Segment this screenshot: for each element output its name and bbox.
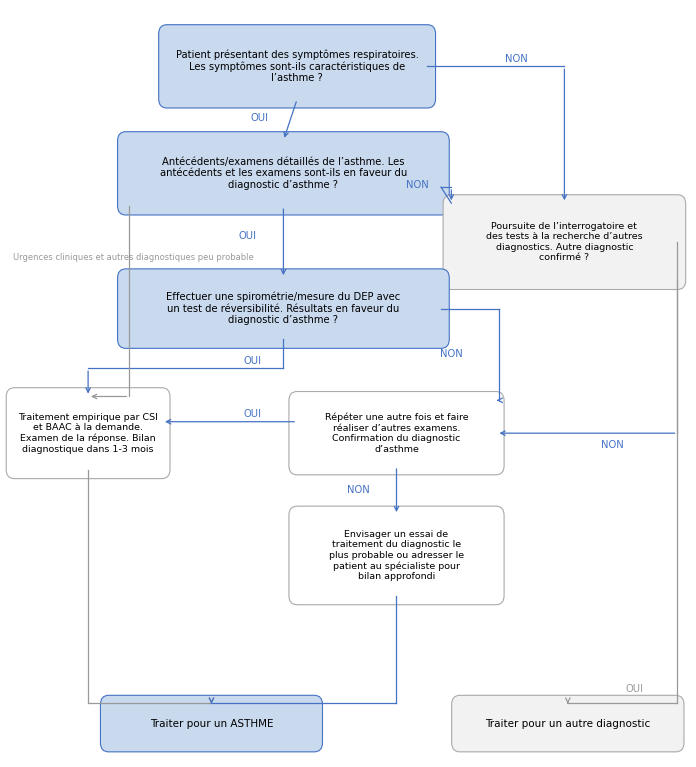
FancyBboxPatch shape: [159, 25, 436, 108]
Text: Traitement empirique par CSI
et BAAC à la demande.
Examen de la réponse. Bilan
d: Traitement empirique par CSI et BAAC à l…: [18, 413, 158, 453]
FancyBboxPatch shape: [118, 132, 450, 215]
Text: Patient présentant des symptômes respiratoires.
Les symptômes sont-ils caractéri: Patient présentant des symptômes respira…: [175, 49, 418, 84]
Text: NON: NON: [347, 486, 370, 495]
Text: NON: NON: [505, 54, 528, 64]
Text: Traiter pour un ASTHME: Traiter pour un ASTHME: [150, 719, 274, 729]
Text: NON: NON: [406, 179, 429, 189]
Text: Envisager un essai de
traitement du diagnostic le
plus probable ou adresser le
p: Envisager un essai de traitement du diag…: [329, 530, 464, 581]
Text: Urgences cliniques et autres diagnostiques peu probable: Urgences cliniques et autres diagnostiqu…: [13, 253, 253, 262]
Text: Antécédents/examens détaillés de l’asthme. Les
antécédents et les examens sont-i: Antécédents/examens détaillés de l’asthm…: [160, 156, 407, 190]
Text: Poursuite de l’interrogatoire et
des tests à la recherche d’autres
diagnostics. : Poursuite de l’interrogatoire et des tes…: [486, 222, 642, 262]
Text: Traiter pour un autre diagnostic: Traiter pour un autre diagnostic: [485, 719, 651, 729]
Text: Effectuer une spirométrie/mesure du DEP avec
un test de réversibilité. Résultats: Effectuer une spirométrie/mesure du DEP …: [166, 291, 400, 325]
FancyBboxPatch shape: [118, 269, 450, 348]
FancyBboxPatch shape: [6, 387, 170, 479]
Text: Répéter une autre fois et faire
réaliser d’autres examens.
Confirmation du diagn: Répéter une autre fois et faire réaliser…: [325, 413, 468, 453]
FancyBboxPatch shape: [100, 696, 322, 752]
Text: OUI: OUI: [238, 231, 256, 241]
Text: OUI: OUI: [244, 409, 262, 419]
FancyBboxPatch shape: [289, 506, 504, 604]
Text: NON: NON: [601, 439, 624, 449]
FancyBboxPatch shape: [452, 696, 684, 752]
Text: NON: NON: [440, 350, 463, 360]
Text: OUI: OUI: [251, 113, 269, 123]
Text: OUI: OUI: [625, 684, 643, 694]
FancyBboxPatch shape: [289, 391, 504, 475]
Text: OUI: OUI: [244, 356, 262, 366]
FancyBboxPatch shape: [443, 195, 686, 289]
